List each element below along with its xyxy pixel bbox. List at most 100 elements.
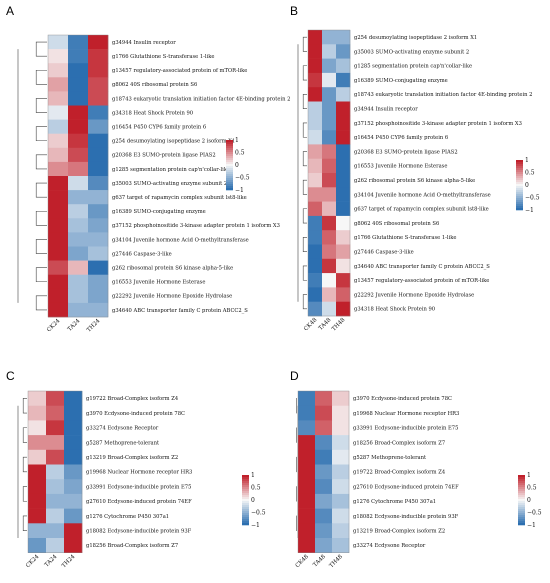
legend-tick-label: −0.5 <box>251 510 266 517</box>
heatmap-row: g254 desumoylating isopeptidase 2 isofor… <box>308 30 477 45</box>
legend-swatch <box>226 174 233 177</box>
legend-swatch <box>242 507 249 510</box>
heatmap-row: g16553 Juvenile Hormone Esterase <box>48 274 205 290</box>
heatmap-cell <box>322 244 337 260</box>
heatmap-cell <box>64 538 83 553</box>
heatmap-cell <box>332 508 350 524</box>
legend-swatch <box>226 150 233 153</box>
heatmap-cell <box>298 538 316 553</box>
heatmap-row: g13457 regulatory-associated protein of … <box>48 63 247 78</box>
legend-swatch <box>242 523 249 526</box>
row-label: g34318 Heat Shock Protein 90 <box>354 307 435 313</box>
heatmap-row: g18743 eukaryotic translation initiation… <box>308 87 532 102</box>
heatmap-row: g637 target of rapamycin complex subunit… <box>48 190 247 205</box>
legend-swatch <box>226 182 233 185</box>
heatmap-cell <box>322 301 337 317</box>
legend-swatch <box>242 515 249 518</box>
heatmap-cell <box>308 301 323 317</box>
row-label: g18082 Ecdysone-inducible protein 93F <box>86 528 192 534</box>
heatmap-cell <box>28 405 47 421</box>
heatmap-cell <box>64 391 83 406</box>
row-label: g8062 40S ribosomal protein S6 <box>112 82 197 88</box>
heatmap-cell <box>68 147 89 163</box>
heatmap-row: g18082 Ecdysone-inducible protein 93F <box>28 523 192 539</box>
heatmap-row: g33991 Ecdysone-inducible protein E75 <box>298 420 458 436</box>
row-dendrogram <box>17 41 47 311</box>
column-label: TH48 <box>329 554 345 570</box>
row-label: g37152 phosphoinositide 3-kinase adapter… <box>112 223 280 229</box>
heatmap-cell <box>315 538 333 553</box>
heatmap-cell <box>46 508 65 524</box>
heatmap-cell <box>308 158 323 174</box>
heatmap-cell <box>48 176 69 191</box>
legend-tick-label: −1 <box>251 522 260 529</box>
heatmap-cell <box>332 523 350 539</box>
heatmap-cell <box>308 258 323 274</box>
row-label: g13219 Broad-Complex isoform Z2 <box>353 528 445 534</box>
heatmap-cell <box>322 273 337 288</box>
heatmap-cell <box>322 230 337 245</box>
heatmap-row: g33991 Ecdysone-inducible protein E75 <box>28 479 191 495</box>
heatmap-cell <box>68 161 89 177</box>
legend-swatch <box>516 186 523 189</box>
heatmap-cell <box>28 493 47 509</box>
heatmap-cell <box>308 44 323 59</box>
heatmap-cell <box>68 133 89 149</box>
column-label: CK24 <box>46 318 62 334</box>
legend-swatch <box>242 501 249 504</box>
legend-swatch <box>516 160 523 163</box>
heatmap-cell <box>68 246 89 261</box>
heatmap-cell <box>322 158 337 174</box>
row-label: g13457 regulatory-associated protein of … <box>354 278 489 284</box>
heatmap-row: g34318 Heat Shock Protein 90 <box>48 105 193 120</box>
legend-swatch <box>516 192 523 195</box>
heatmap-cell <box>88 133 109 149</box>
legend-swatch <box>518 511 525 514</box>
heatmap-cell <box>88 119 109 134</box>
row-label: g18256 Broad-Complex isoform Z7 <box>86 543 178 549</box>
heatmap-cell <box>28 508 47 524</box>
column-label: TH24 <box>61 554 77 570</box>
heatmap-cell <box>64 493 83 509</box>
legend-swatch <box>226 144 233 147</box>
legend-swatch <box>242 513 249 516</box>
heatmap-cell <box>332 464 350 480</box>
heatmap-cell <box>308 58 323 74</box>
legend-swatch <box>518 503 525 506</box>
legend-swatch <box>518 491 525 494</box>
column-label: TA24 <box>44 554 59 569</box>
panel-letter: D <box>290 369 299 383</box>
heatmap-cell <box>315 493 333 509</box>
heatmap-row: g27446 Caspase-3-like <box>308 244 414 260</box>
row-label: g637 target of rapamycin complex subunit… <box>354 207 489 213</box>
heatmap-row: g34944 Insulin receptor <box>308 101 418 117</box>
heatmap-cell <box>48 35 69 50</box>
legend-swatch <box>518 505 525 508</box>
heatmap-cell <box>298 420 316 436</box>
legend-swatch <box>516 208 523 211</box>
heatmap-cell <box>308 244 323 260</box>
heatmap-border <box>297 390 350 553</box>
heatmap-row: g18256 Broad-Complex isoform Z7 <box>28 538 178 553</box>
color-legend: 1 0.5 0 −0.5 −1 <box>226 137 250 194</box>
heatmap-cell <box>336 30 351 45</box>
heatmap-cell <box>28 420 47 436</box>
heatmap-cell <box>88 161 109 177</box>
heatmap-cell <box>322 187 337 202</box>
heatmap-row: g34104 Juvenile hormone Acid O-methyltra… <box>308 187 491 202</box>
legend-tick-label: 0.5 <box>235 150 245 157</box>
legend-swatch <box>242 493 249 496</box>
heatmap-border <box>47 34 109 318</box>
legend-tick-label: −0.5 <box>525 195 540 202</box>
heatmap-row: g34944 Insulin receptor <box>48 35 176 50</box>
row-label: g35003 SUMO-activating enzyme subunit 2 <box>112 181 227 187</box>
legend-tick-label: −1 <box>527 522 536 529</box>
heatmap-row: g1276 Cytochrome P450 307a1 <box>28 508 169 524</box>
legend-swatch <box>516 182 523 185</box>
legend-swatch <box>516 164 523 167</box>
row-label: g8062 40S ribosomal protein S6 <box>354 221 439 227</box>
heatmap-row: g27610 Ecdysone-induced protein 74EF <box>28 493 192 509</box>
heatmap-cell <box>315 449 333 465</box>
heatmap-cell <box>336 187 351 202</box>
heatmap-cell <box>336 87 351 102</box>
